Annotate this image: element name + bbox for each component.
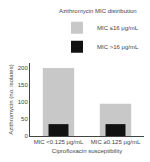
svg-text:Ciprofloxacin susceptibility: Ciprofloxacin susceptibility	[52, 148, 122, 154]
svg-text:MIC ≥0.125 μg/mL: MIC ≥0.125 μg/mL	[91, 139, 141, 145]
svg-text:150: 150	[18, 82, 29, 88]
svg-text:100: 100	[18, 99, 29, 105]
svg-text:MIC >16 μg/mL: MIC >16 μg/mL	[97, 44, 139, 50]
svg-text:50: 50	[21, 116, 28, 122]
svg-text:MIC <0.125 μg/mL: MIC <0.125 μg/mL	[34, 139, 84, 145]
svg-text:Azithromycin (no. isolates): Azithromycin (no. isolates)	[8, 64, 14, 134]
svg-text:0: 0	[24, 133, 28, 139]
svg-text:MIC ≤16 μg/mL: MIC ≤16 μg/mL	[97, 25, 139, 31]
svg-text:Azithromycin MIC distribution: Azithromycin MIC distribution	[59, 8, 137, 14]
svg-text:200: 200	[18, 65, 29, 71]
